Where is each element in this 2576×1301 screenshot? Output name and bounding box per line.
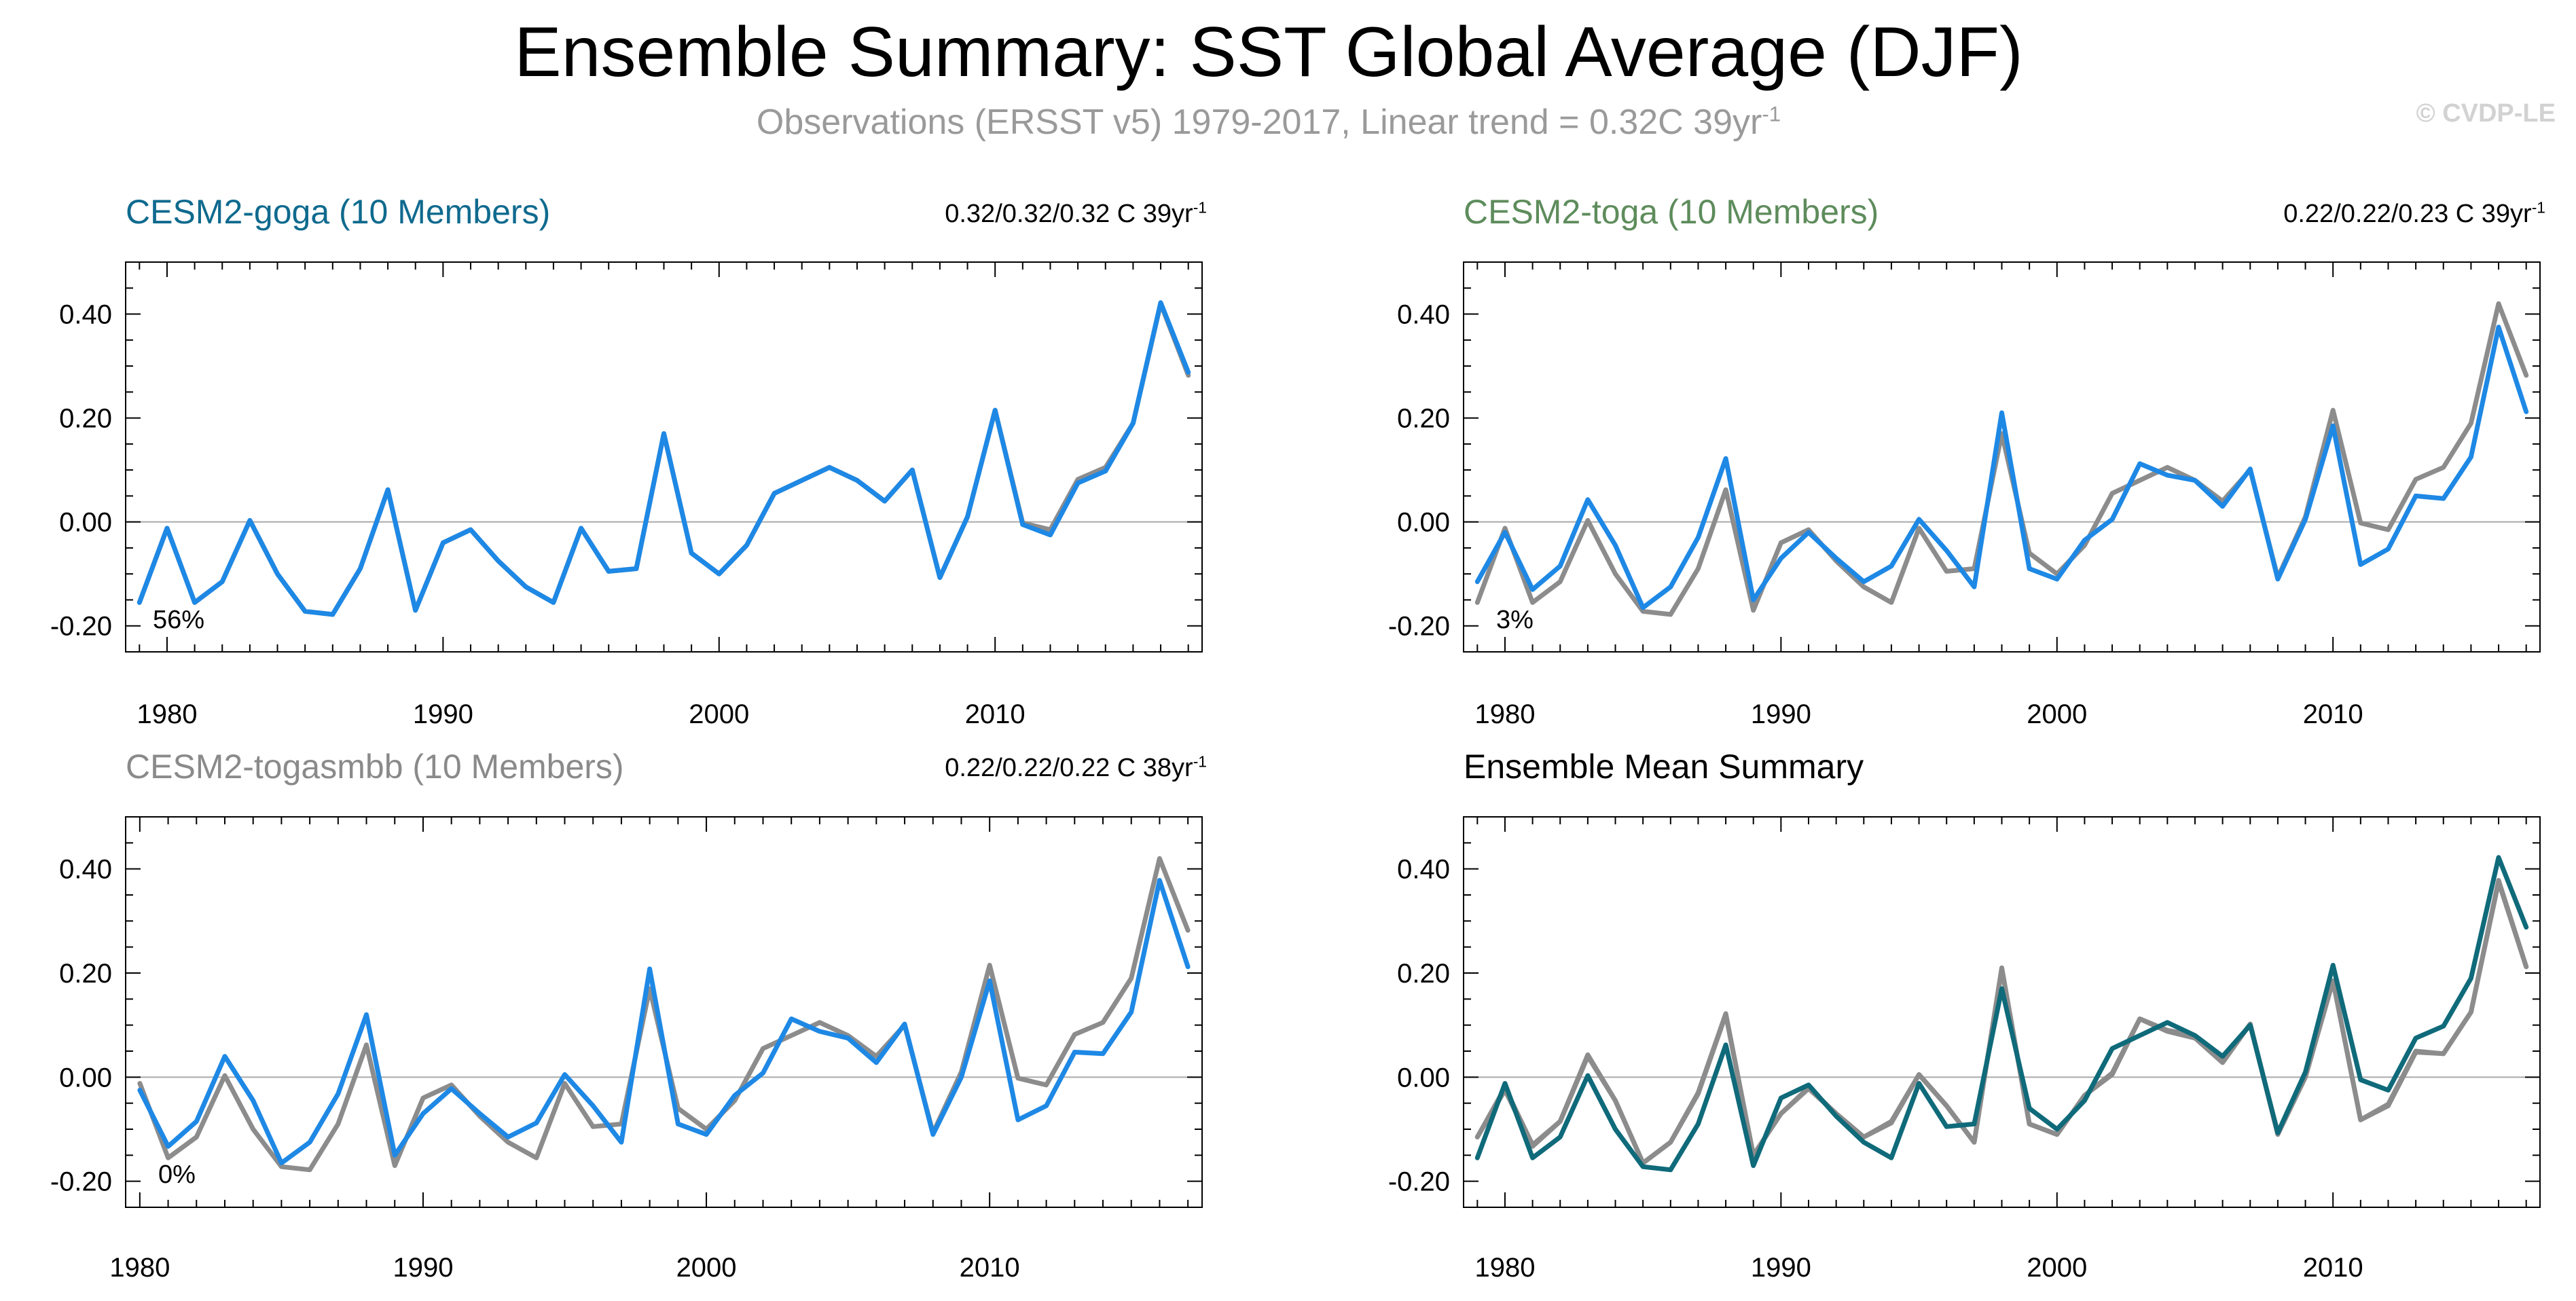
y-tick-label: -0.20 — [1388, 1167, 1450, 1197]
x-tick-label: 2000 — [2027, 699, 2087, 729]
x-tick-label: 1990 — [413, 699, 473, 729]
y-tick-label: 0.20 — [1397, 959, 1450, 989]
x-tick-label: 2000 — [676, 1253, 737, 1283]
x-tick-label: 1980 — [109, 1253, 170, 1283]
trend-exponent: -1 — [2531, 198, 2545, 217]
y-tick-label: -0.20 — [1388, 612, 1450, 642]
plot-frame — [1463, 816, 2541, 1208]
subtitle-text: Observations (ERSST v5) 1979-2017, Linea… — [756, 103, 1762, 142]
x-tick-label: 1990 — [393, 1253, 453, 1283]
x-tick-label: 2010 — [2303, 1253, 2363, 1283]
page-title: Ensemble Summary: SST Global Average (DJ… — [514, 13, 2023, 92]
series-line-toga — [1474, 879, 2529, 1166]
trend-text: 0.22/0.22/0.23 C 39yr — [2283, 200, 2532, 228]
y-tick-label: 0.00 — [59, 1063, 112, 1093]
series-line-togasmbb — [1474, 878, 2529, 1166]
trend-exponent: -1 — [1193, 752, 1207, 771]
trend-label-toga: 0.22/0.22/0.23 C 39yr-1 — [2283, 200, 2545, 229]
chart-panel-3: 1980 1990 2000 2010 -0.20 0.00 0.20 0.40 — [1388, 816, 2541, 1283]
trend-label-togasmbb: 0.22/0.22/0.22 C 38yr-1 — [945, 754, 1207, 783]
x-tick-label: 2000 — [689, 699, 749, 729]
y-tick-label: 0.40 — [1397, 855, 1450, 885]
series-line-member — [1474, 325, 2529, 610]
x-tick-label: 1980 — [137, 699, 197, 729]
x-tick-label: 1990 — [1751, 1253, 1811, 1283]
x-tick-label: 1990 — [1751, 699, 1811, 729]
panel-title-goga: CESM2-goga (10 Members) — [126, 193, 551, 231]
trend-text: 0.22/0.22/0.22 C 38yr — [945, 754, 1193, 782]
panel-title-ensemble-mean: Ensemble Mean Summary — [1464, 748, 1864, 786]
percent-label: 0% — [158, 1160, 196, 1189]
y-tick-label: 0.00 — [1397, 508, 1450, 538]
y-tick-label: 0.00 — [1397, 1063, 1450, 1093]
trend-label-goga: 0.32/0.32/0.32 C 39yr-1 — [945, 200, 1207, 229]
percent-label: 3% — [1496, 606, 1534, 634]
panel-title-togasmbb: CESM2-togasmbb (10 Members) — [126, 748, 624, 786]
series-line-member — [137, 878, 1191, 1166]
x-tick-label: 1980 — [1474, 699, 1535, 729]
series-line-member — [137, 300, 1191, 617]
chart-panel-0: 1980 1990 2000 2010 -0.20 0.00 0.20 0.40 56% — [50, 261, 1203, 729]
y-tick-label: 0.20 — [59, 959, 112, 989]
series-line-goga — [1474, 855, 2529, 1173]
x-tick-label: 1980 — [1474, 1253, 1535, 1283]
series-line-observations — [137, 856, 1191, 1173]
y-tick-label: 0.00 — [59, 508, 112, 538]
x-tick-label: 2000 — [2027, 1253, 2087, 1283]
x-tick-label: 2010 — [960, 1253, 1020, 1283]
series-line-observations — [1474, 301, 2529, 617]
series-line-observations — [137, 301, 1191, 617]
plot-frame — [125, 816, 1203, 1208]
page-subtitle: Observations (ERSST v5) 1979-2017, Linea… — [0, 102, 2537, 143]
credit-label: © CVDP-LE — [2416, 99, 2556, 128]
x-tick-label: 2010 — [2303, 699, 2363, 729]
y-tick-label: 0.40 — [1397, 300, 1450, 330]
y-tick-label: 0.40 — [59, 855, 112, 885]
plot-frame — [1463, 261, 2541, 653]
subtitle-exponent: -1 — [1762, 102, 1781, 126]
panel-title-toga: CESM2-toga (10 Members) — [1464, 193, 1879, 231]
y-tick-label: 0.20 — [1397, 404, 1450, 434]
trend-text: 0.32/0.32/0.32 C 39yr — [945, 200, 1193, 228]
y-tick-label: -0.20 — [50, 612, 112, 642]
y-tick-label: -0.20 — [50, 1167, 112, 1197]
y-tick-label: 0.20 — [59, 404, 112, 434]
percent-label: 56% — [153, 606, 204, 634]
chart-panel-2: 1980 1990 2000 2010 -0.20 0.00 0.20 0.40 0% — [50, 816, 1203, 1283]
trend-exponent: -1 — [1193, 198, 1207, 217]
x-tick-label: 2010 — [965, 699, 1026, 729]
y-tick-label: 0.40 — [59, 300, 112, 330]
plot-frame — [125, 261, 1203, 653]
chart-panel-1: 1980 1990 2000 2010 -0.20 0.00 0.20 0.40 3% — [1388, 261, 2541, 729]
